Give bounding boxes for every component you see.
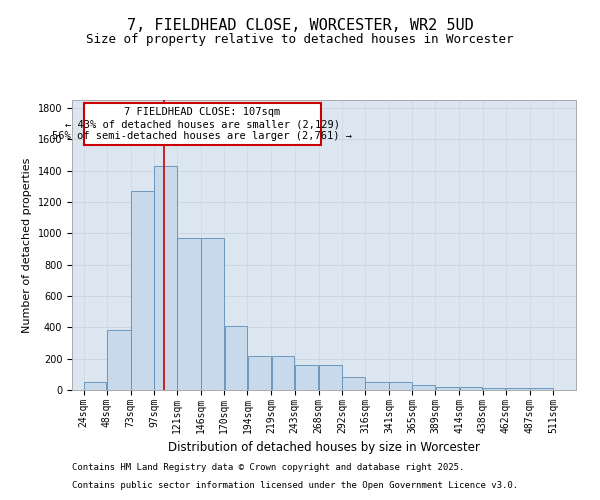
Y-axis label: Number of detached properties: Number of detached properties bbox=[22, 158, 32, 332]
Text: 7, FIELDHEAD CLOSE, WORCESTER, WR2 5UD: 7, FIELDHEAD CLOSE, WORCESTER, WR2 5UD bbox=[127, 18, 473, 32]
Bar bbox=[342, 378, 365, 390]
Bar bbox=[365, 382, 389, 390]
Bar bbox=[483, 388, 505, 390]
Bar bbox=[319, 365, 341, 390]
Bar bbox=[107, 330, 131, 390]
Text: 7 FIELDHEAD CLOSE: 107sqm: 7 FIELDHEAD CLOSE: 107sqm bbox=[124, 108, 280, 118]
Bar bbox=[412, 386, 435, 390]
Bar bbox=[460, 387, 482, 390]
Text: Contains public sector information licensed under the Open Government Licence v3: Contains public sector information licen… bbox=[72, 481, 518, 490]
Bar bbox=[530, 388, 553, 390]
Bar bbox=[506, 388, 530, 390]
Bar bbox=[131, 191, 154, 390]
Text: ← 43% of detached houses are smaller (2,129): ← 43% of detached houses are smaller (2,… bbox=[65, 120, 340, 130]
Text: Contains HM Land Registry data © Crown copyright and database right 2025.: Contains HM Land Registry data © Crown c… bbox=[72, 464, 464, 472]
Bar bbox=[177, 238, 201, 390]
Bar bbox=[154, 166, 177, 390]
Text: Size of property relative to detached houses in Worcester: Size of property relative to detached ho… bbox=[86, 32, 514, 46]
Bar bbox=[436, 387, 459, 390]
Bar bbox=[295, 365, 319, 390]
Bar bbox=[389, 382, 412, 390]
Bar bbox=[202, 238, 224, 390]
Bar bbox=[248, 356, 271, 390]
Bar bbox=[84, 382, 106, 390]
X-axis label: Distribution of detached houses by size in Worcester: Distribution of detached houses by size … bbox=[168, 441, 480, 454]
Bar bbox=[224, 326, 247, 390]
Bar bbox=[272, 356, 295, 390]
Bar bbox=[83, 103, 320, 146]
Text: 56% of semi-detached houses are larger (2,761) →: 56% of semi-detached houses are larger (… bbox=[52, 131, 352, 141]
